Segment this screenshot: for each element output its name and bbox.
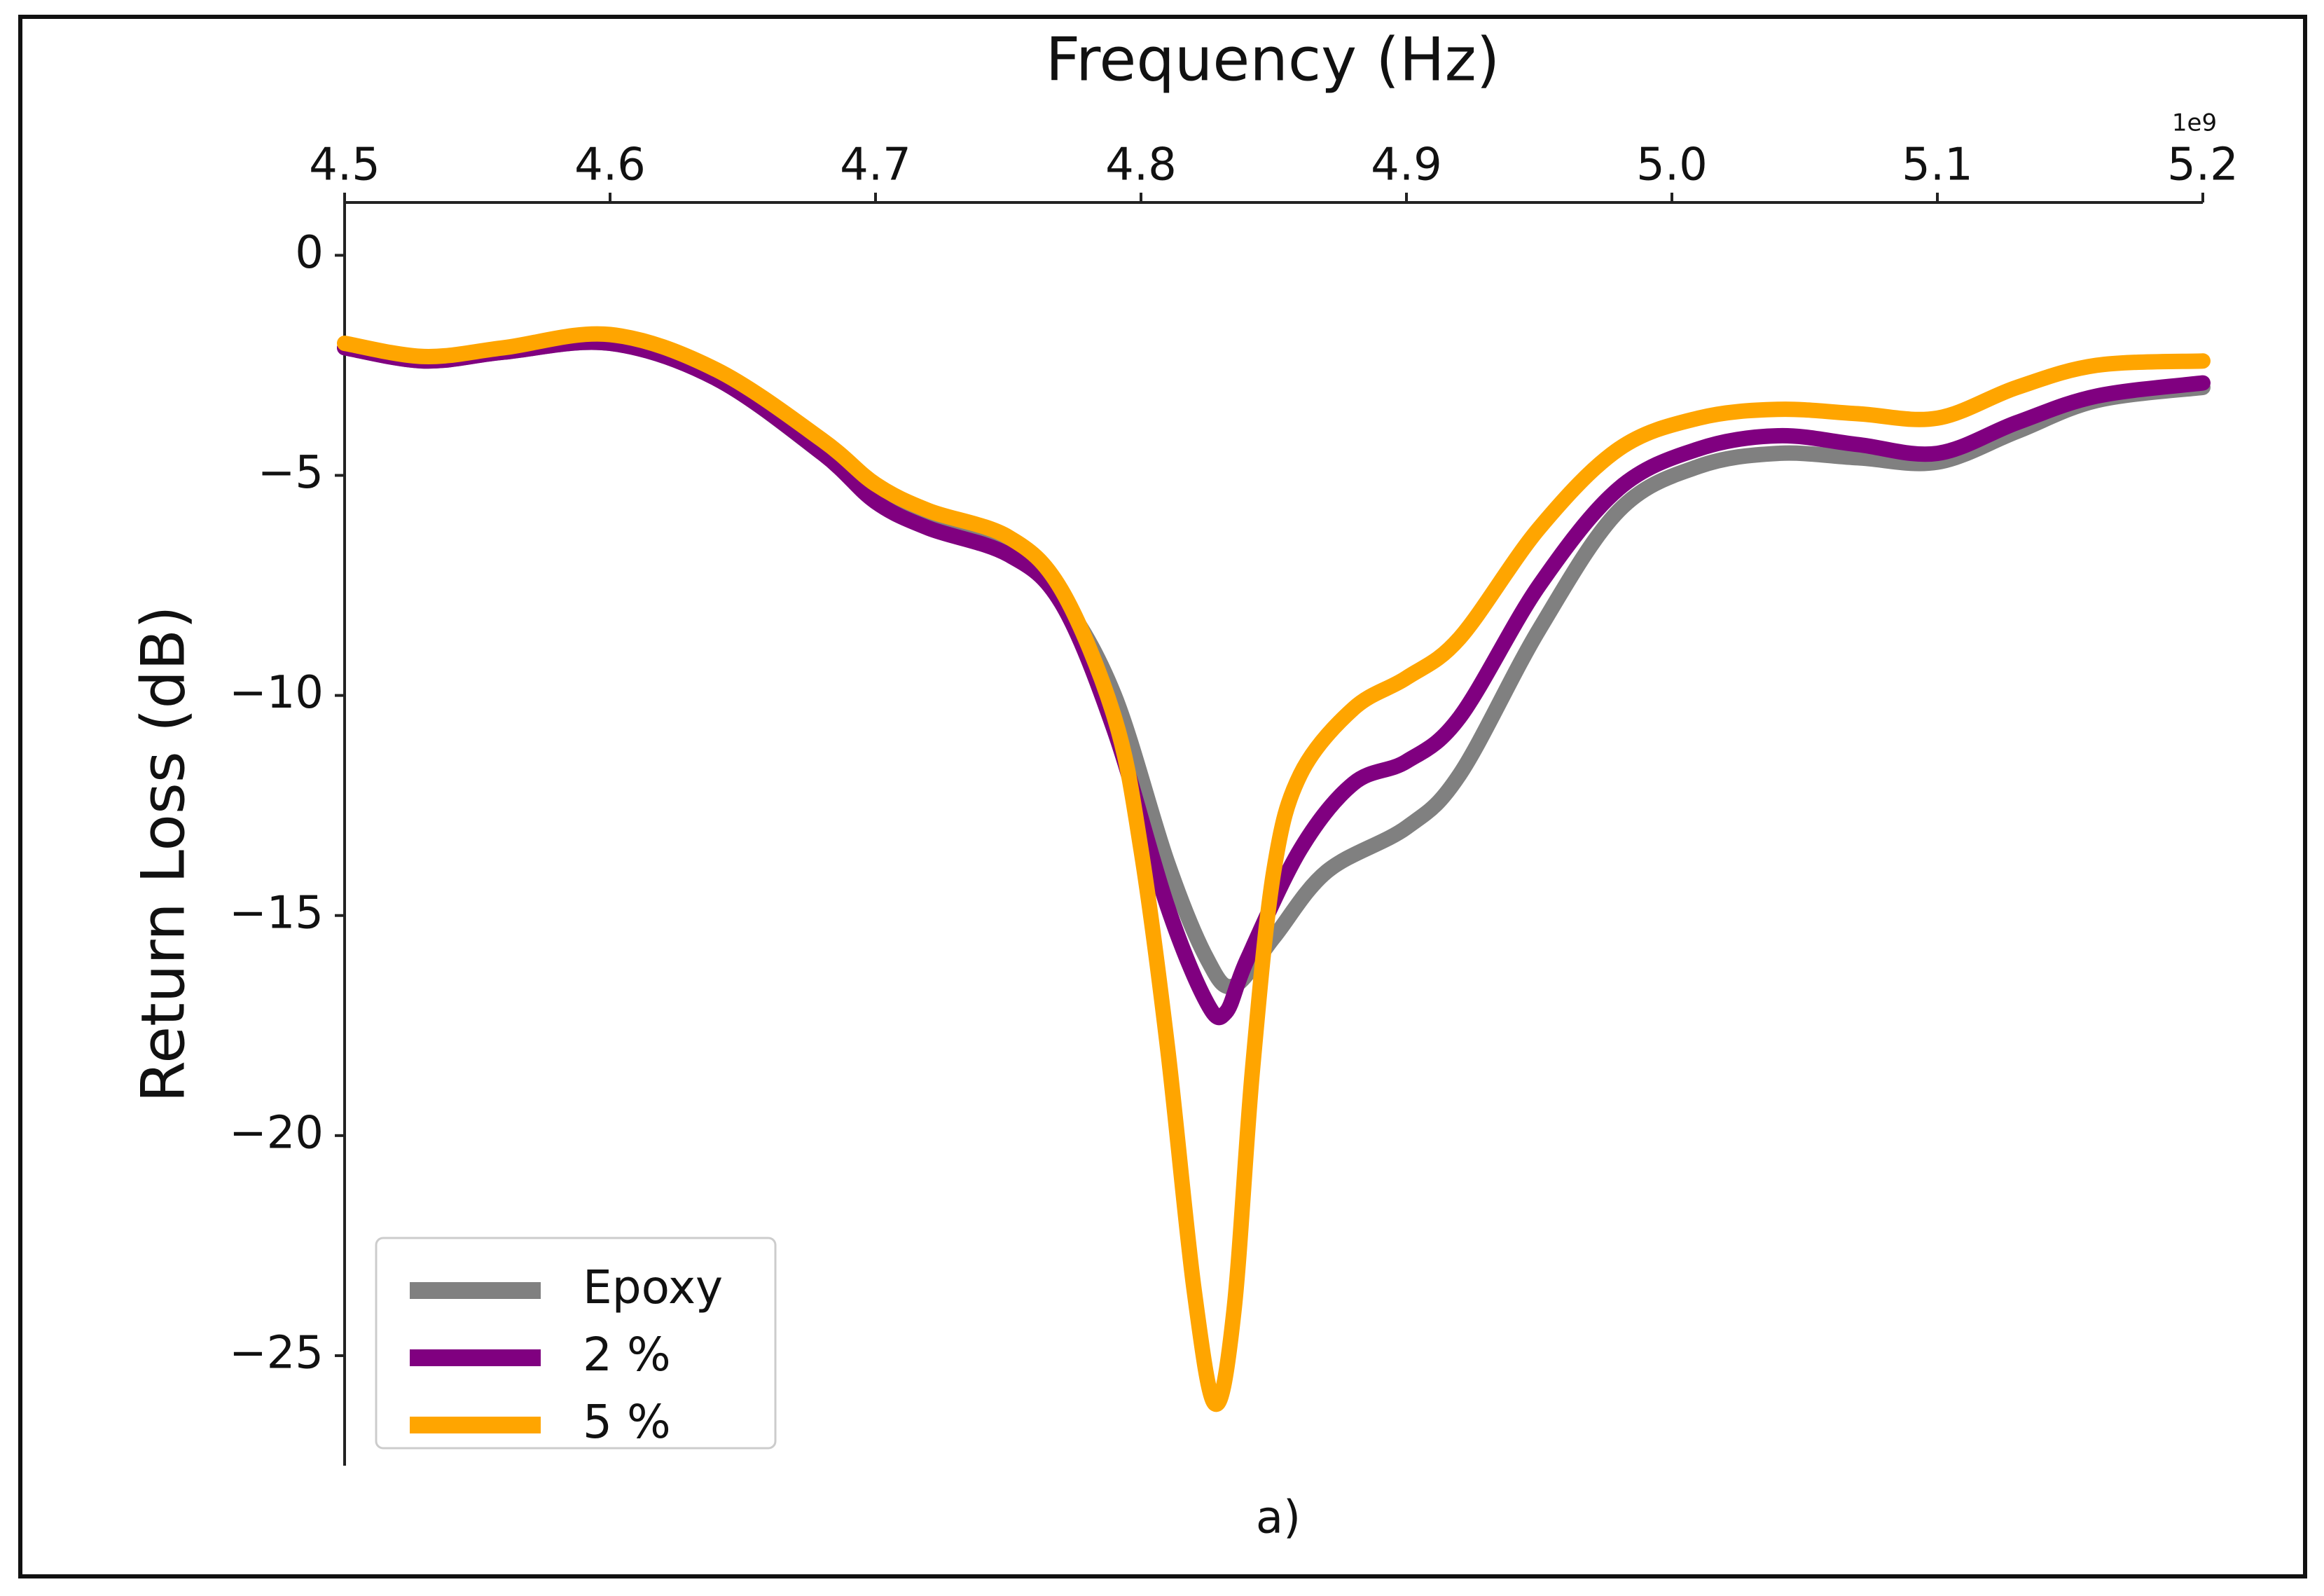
legend-label-0: Epoxy [583,1260,723,1314]
legend-label-1: 2 % [583,1328,671,1382]
x-offset-label: 1e9 [2172,109,2217,137]
return-loss-chart: 4.5 4.6 4.7 4.8 4.9 5.0 5.1 5.20−5−10−15−20−25 … [128,25,2239,1544]
y-tick-label: −15 [229,887,324,939]
y-tick-label: −20 [229,1107,324,1159]
x-tick-label: 5.0 [1636,139,1708,191]
x-tick-label: 4.9 [1371,139,1442,191]
x-tick-label: 4.5 [309,139,380,191]
y-tick-label: −25 [229,1328,324,1380]
series-line-2 [337,326,2211,1412]
x-tick-label: 4.7 [840,139,911,191]
x-tick-label: 4.8 [1105,139,1177,191]
y-tick-label: −5 [258,447,324,499]
y-axis-label: Return Loss (dB) [128,605,198,1102]
x-tick-label: 4.6 [574,139,646,191]
legend-label-2: 5 % [583,1395,671,1449]
legend: Epoxy 2 % 5 % [375,1237,777,1450]
series-line-1 [337,334,2211,1026]
series-layer [337,326,2211,1412]
figure-frame: 4.5 4.6 4.7 4.8 4.9 5.0 5.1 5.2 0 −5 −10 −15 −20 −25 … [18,15,2307,1578]
y-tick-label: −10 [229,667,324,719]
x-axis-label: Frequency (Hz) [1046,25,1500,95]
figure-caption: a) [1256,1492,1301,1544]
x-tick-label: 5.2 [2167,139,2239,191]
axes: 4.5 4.6 4.7 4.8 4.9 5.0 5.1 5.2 0 −5 −10 −15 −20 −25 [229,139,2239,1466]
y-tick-label: 0 [295,227,324,279]
x-tick-label: 5.1 [1902,139,1973,191]
